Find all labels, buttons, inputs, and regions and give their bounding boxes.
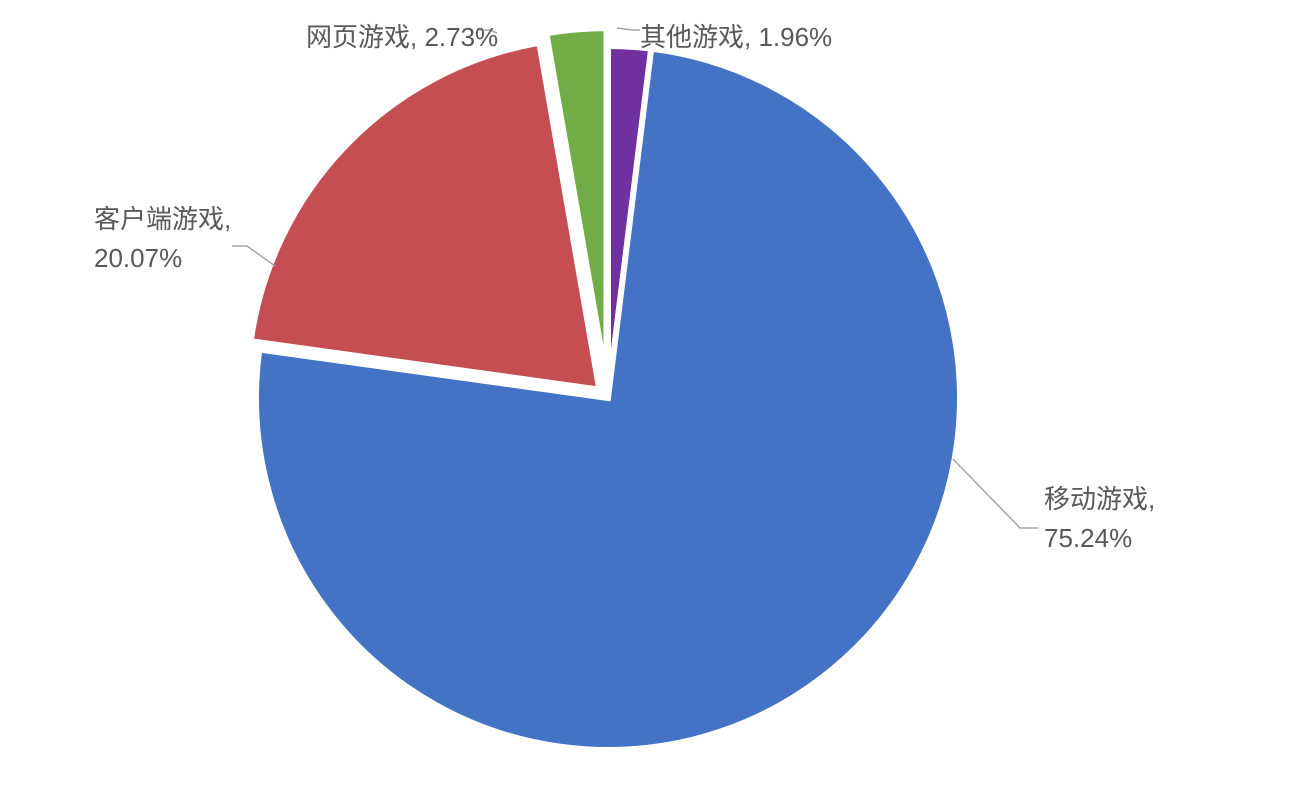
slice-label-mobile-line1: 移动游戏, — [1044, 480, 1155, 519]
slice-label-other: 其他游戏, 1.96% — [640, 18, 832, 57]
slice-label-client: 客户端游戏, 20.07% — [94, 200, 231, 278]
slice-label-mobile: 移动游戏, 75.24% — [1044, 480, 1155, 558]
slice-label-client-line2: 20.07% — [94, 239, 231, 278]
pie-slice-客户端游戏 — [251, 43, 600, 390]
slice-label-web-line1: 网页游戏, 2.73% — [306, 18, 498, 57]
leader-line-3 — [617, 28, 640, 30]
slice-label-other-line1: 其他游戏, 1.96% — [640, 18, 832, 57]
pie-chart-svg — [0, 0, 1300, 794]
pie-chart-container: 移动游戏, 75.24% 客户端游戏, 20.07% 网页游戏, 2.73% 其… — [0, 0, 1300, 794]
slice-label-mobile-line2: 75.24% — [1044, 519, 1155, 558]
slice-label-client-line1: 客户端游戏, — [94, 200, 231, 239]
slice-label-web: 网页游戏, 2.73% — [306, 18, 498, 57]
leader-line-0 — [953, 459, 1038, 528]
